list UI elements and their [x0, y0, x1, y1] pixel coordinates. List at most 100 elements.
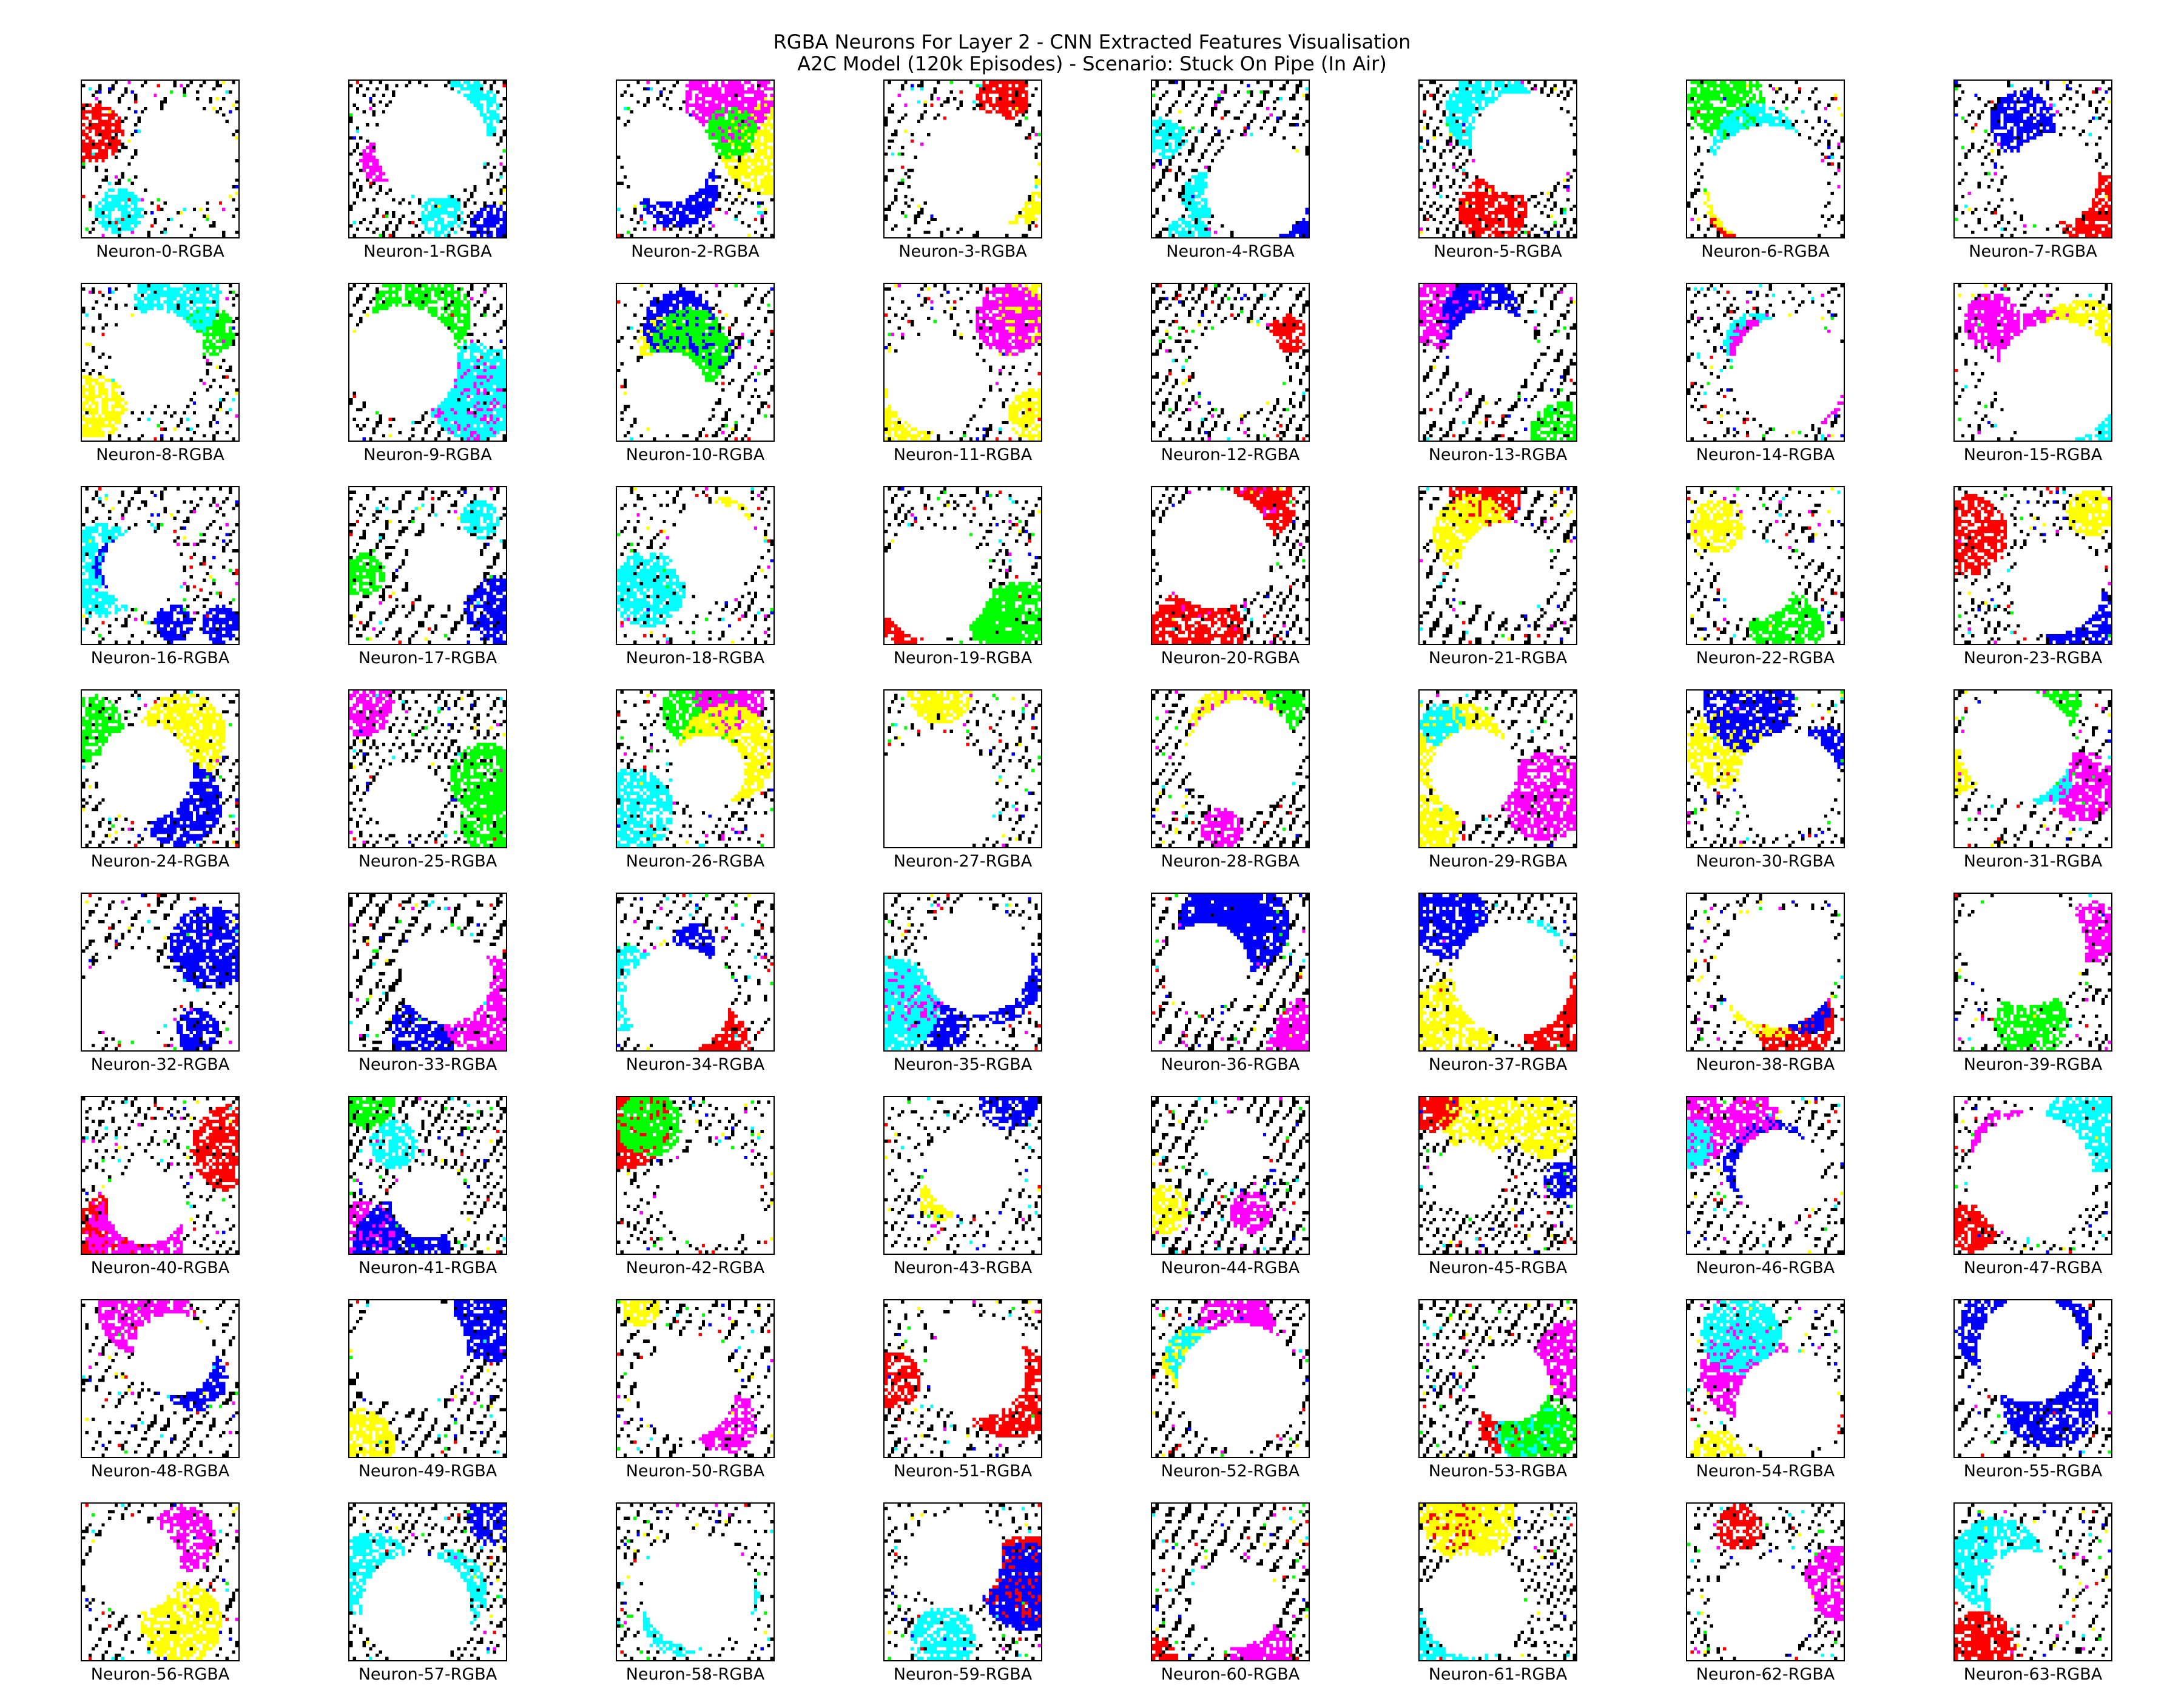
figure-title: RGBA Neurons For Layer 2 - CNN Extracted…	[0, 30, 2184, 53]
feature-map-image	[883, 486, 1042, 645]
feature-map-image	[1953, 79, 2112, 238]
neuron-label: Neuron-5-RGBA	[1395, 242, 1601, 262]
feature-map-image	[883, 1502, 1042, 1661]
neuron-panel: Neuron-14-RGBA	[1686, 283, 1845, 465]
feature-map-image	[1418, 893, 1577, 1052]
neuron-panel: Neuron-13-RGBA	[1418, 283, 1577, 465]
neuron-label: Neuron-19-RGBA	[860, 649, 1066, 668]
neuron-label: Neuron-8-RGBA	[57, 445, 263, 465]
neuron-panel: Neuron-15-RGBA	[1953, 283, 2112, 465]
neuron-label: Neuron-15-RGBA	[1930, 445, 2136, 465]
feature-map-image	[1418, 486, 1577, 645]
neuron-panel: Neuron-45-RGBA	[1418, 1096, 1577, 1278]
neuron-label: Neuron-40-RGBA	[57, 1258, 263, 1278]
neuron-panel: Neuron-47-RGBA	[1953, 1096, 2112, 1278]
neuron-panel: Neuron-61-RGBA	[1418, 1502, 1577, 1684]
neuron-panel: Neuron-57-RGBA	[348, 1502, 507, 1684]
neuron-label: Neuron-23-RGBA	[1930, 649, 2136, 668]
neuron-label: Neuron-18-RGBA	[592, 649, 798, 668]
feature-map-image	[1686, 1299, 1845, 1458]
neuron-panel: Neuron-18-RGBA	[616, 486, 775, 668]
neuron-label: Neuron-36-RGBA	[1127, 1055, 1333, 1075]
feature-map-image	[81, 893, 240, 1052]
neuron-panel: Neuron-34-RGBA	[616, 893, 775, 1075]
neuron-label: Neuron-2-RGBA	[592, 242, 798, 262]
feature-map-image	[348, 689, 507, 848]
neuron-label: Neuron-57-RGBA	[325, 1665, 531, 1684]
neuron-panel: Neuron-50-RGBA	[616, 1299, 775, 1481]
neuron-panel: Neuron-10-RGBA	[616, 283, 775, 465]
figure-subtitle: A2C Model (120k Episodes) - Scenario: St…	[0, 52, 2184, 75]
neuron-panel: Neuron-0-RGBA	[81, 79, 240, 262]
neuron-label: Neuron-62-RGBA	[1662, 1665, 1869, 1684]
neuron-label: Neuron-25-RGBA	[325, 852, 531, 871]
neuron-panel: Neuron-21-RGBA	[1418, 486, 1577, 668]
neuron-label: Neuron-63-RGBA	[1930, 1665, 2136, 1684]
neuron-label: Neuron-49-RGBA	[325, 1462, 531, 1481]
neuron-label: Neuron-0-RGBA	[57, 242, 263, 262]
feature-map-image	[1151, 1096, 1310, 1255]
feature-map-image	[1686, 1502, 1845, 1661]
neuron-panel: Neuron-59-RGBA	[883, 1502, 1042, 1684]
neuron-panel: Neuron-37-RGBA	[1418, 893, 1577, 1075]
feature-map-image	[1418, 689, 1577, 848]
feature-map-image	[616, 689, 775, 848]
neuron-panel: Neuron-1-RGBA	[348, 79, 507, 262]
neuron-label: Neuron-24-RGBA	[57, 852, 263, 871]
neuron-label: Neuron-45-RGBA	[1395, 1258, 1601, 1278]
feature-map-image	[1686, 79, 1845, 238]
neuron-panel: Neuron-41-RGBA	[348, 1096, 507, 1278]
neuron-panel: Neuron-36-RGBA	[1151, 893, 1310, 1075]
neuron-panel: Neuron-38-RGBA	[1686, 893, 1845, 1075]
neuron-label: Neuron-55-RGBA	[1930, 1462, 2136, 1481]
neuron-panel: Neuron-20-RGBA	[1151, 486, 1310, 668]
neuron-label: Neuron-54-RGBA	[1662, 1462, 1869, 1481]
neuron-panel: Neuron-16-RGBA	[81, 486, 240, 668]
neuron-panel: Neuron-51-RGBA	[883, 1299, 1042, 1481]
feature-map-image	[1151, 283, 1310, 442]
neuron-panel: Neuron-54-RGBA	[1686, 1299, 1845, 1481]
feature-map-image	[1418, 1096, 1577, 1255]
neuron-panel: Neuron-31-RGBA	[1953, 689, 2112, 871]
feature-map-image	[1953, 893, 2112, 1052]
neuron-panel: Neuron-24-RGBA	[81, 689, 240, 871]
neuron-label: Neuron-20-RGBA	[1127, 649, 1333, 668]
neuron-panel: Neuron-33-RGBA	[348, 893, 507, 1075]
feature-map-image	[81, 1299, 240, 1458]
neuron-panel: Neuron-19-RGBA	[883, 486, 1042, 668]
neuron-panel: Neuron-43-RGBA	[883, 1096, 1042, 1278]
neuron-panel: Neuron-48-RGBA	[81, 1299, 240, 1481]
neuron-panel: Neuron-40-RGBA	[81, 1096, 240, 1278]
neuron-label: Neuron-47-RGBA	[1930, 1258, 2136, 1278]
neuron-label: Neuron-53-RGBA	[1395, 1462, 1601, 1481]
neuron-panel: Neuron-8-RGBA	[81, 283, 240, 465]
neuron-panel: Neuron-32-RGBA	[81, 893, 240, 1075]
feature-map-image	[1151, 486, 1310, 645]
feature-map-image	[1953, 486, 2112, 645]
neuron-label: Neuron-42-RGBA	[592, 1258, 798, 1278]
neuron-label: Neuron-51-RGBA	[860, 1462, 1066, 1481]
feature-map-image	[1953, 1299, 2112, 1458]
feature-map-image	[81, 1502, 240, 1661]
neuron-label: Neuron-21-RGBA	[1395, 649, 1601, 668]
neuron-label: Neuron-11-RGBA	[860, 445, 1066, 465]
neuron-panel: Neuron-55-RGBA	[1953, 1299, 2112, 1481]
neuron-label: Neuron-43-RGBA	[860, 1258, 1066, 1278]
neuron-panel: Neuron-7-RGBA	[1953, 79, 2112, 262]
neuron-panel: Neuron-58-RGBA	[616, 1502, 775, 1684]
feature-map-image	[1151, 1502, 1310, 1661]
neuron-label: Neuron-60-RGBA	[1127, 1665, 1333, 1684]
feature-map-image	[1418, 1502, 1577, 1661]
neuron-label: Neuron-22-RGBA	[1662, 649, 1869, 668]
feature-map-image	[883, 79, 1042, 238]
feature-map-image	[1151, 689, 1310, 848]
neuron-label: Neuron-32-RGBA	[57, 1055, 263, 1075]
feature-map-image	[616, 1502, 775, 1661]
feature-map-image	[81, 79, 240, 238]
neuron-label: Neuron-9-RGBA	[325, 445, 531, 465]
feature-map-image	[348, 1096, 507, 1255]
neuron-panel: Neuron-2-RGBA	[616, 79, 775, 262]
neuron-label: Neuron-33-RGBA	[325, 1055, 531, 1075]
feature-map-image	[883, 893, 1042, 1052]
